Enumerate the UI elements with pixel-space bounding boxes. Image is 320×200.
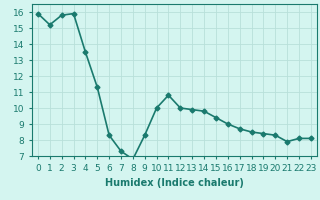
X-axis label: Humidex (Indice chaleur): Humidex (Indice chaleur) <box>105 178 244 188</box>
